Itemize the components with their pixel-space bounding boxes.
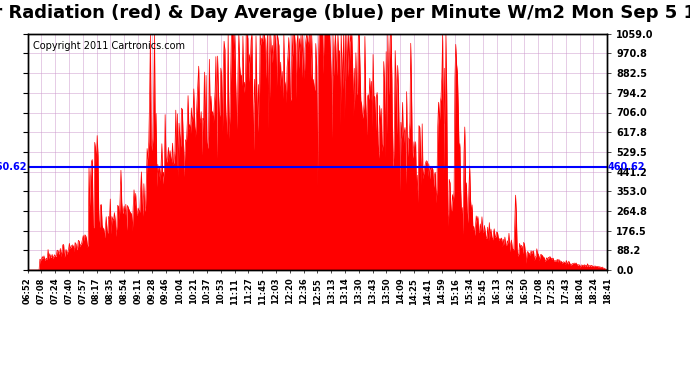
Text: Solar Radiation (red) & Day Average (blue) per Minute W/m2 Mon Sep 5 18:59: Solar Radiation (red) & Day Average (blu…	[0, 4, 690, 22]
Text: Copyright 2011 Cartronics.com: Copyright 2011 Cartronics.com	[33, 41, 186, 51]
Text: 460.62: 460.62	[607, 162, 644, 172]
Text: 460.62: 460.62	[0, 162, 28, 172]
